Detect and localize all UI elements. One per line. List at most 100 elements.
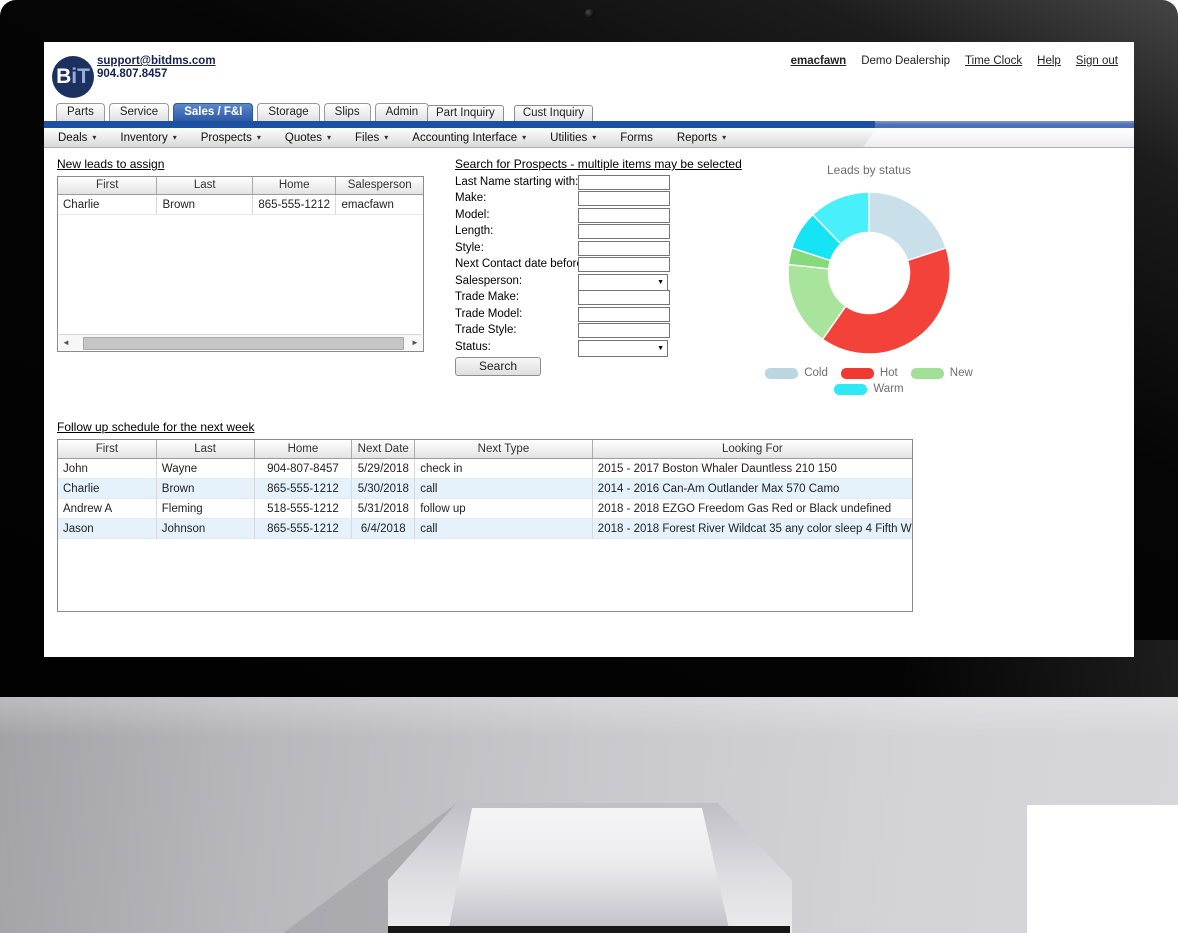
menu-item-label: Inventory: [120, 131, 168, 144]
chevron-down-icon: ▾: [384, 133, 389, 142]
table-row[interactable]: Jason Johnson 865-555-1212 6/4/2018 call 2018…: [58, 519, 913, 539]
field-label-salesperson: Salesperson:: [455, 274, 523, 287]
table-row[interactable]: John Wayne 904-807-8457 5/29/2018 check in 20…: [58, 459, 913, 479]
legend-item-warm: Warm: [834, 383, 904, 395]
form-row: Trade Model:: [455, 306, 715, 323]
trade-style-input[interactable]: [578, 323, 670, 339]
table-row[interactable]: Charlie Brown 865-555-1212 emacfawn: [58, 195, 423, 215]
legend-item-cold: Cold: [765, 367, 828, 379]
table-cell: 5/30/2018: [352, 479, 416, 499]
menu-item-files[interactable]: Files ▾: [343, 132, 400, 144]
column-header-next-type: Next Type: [415, 440, 593, 458]
table-cell: Andrew A: [58, 499, 157, 519]
cust-inquiry-button[interactable]: Cust Inquiry: [513, 105, 594, 125]
table-cell: 865-555-1212: [254, 519, 353, 539]
tab-admin[interactable]: Admin: [374, 103, 430, 122]
monitor-stand-base: [388, 926, 790, 933]
scrollbar-thumb[interactable]: [83, 337, 404, 350]
style-input[interactable]: [578, 240, 670, 256]
legend-label: Warm: [873, 383, 904, 395]
table-cell: 5/29/2018: [352, 459, 416, 479]
table-cell: emacfawn: [336, 195, 423, 215]
sign-out-link[interactable]: Sign out: [1075, 55, 1118, 67]
model-input[interactable]: [578, 207, 670, 223]
support-email-link[interactable]: support@bitdms.com: [97, 55, 216, 67]
table-cell: 5/31/2018: [352, 499, 416, 519]
table-cell: 2018 - 2018 EZGO Freedom Gas Red or Blac…: [592, 499, 913, 519]
last-name-starting-with-input[interactable]: [578, 175, 670, 190]
field-label-trade-make: Trade Make:: [455, 291, 520, 304]
table-cell: check in: [415, 459, 593, 479]
table-row[interactable]: Charlie Brown 865-555-1212 5/30/2018 call 201…: [58, 479, 913, 499]
menu-item-reports[interactable]: Reports ▾: [665, 132, 738, 144]
time-clock-link[interactable]: Time Clock: [965, 55, 1023, 67]
menu-item-quotes[interactable]: Quotes ▾: [273, 132, 343, 144]
table-cell: 904-807-8457: [254, 459, 353, 479]
search-button[interactable]: Search: [455, 357, 541, 376]
tab-parts[interactable]: Parts: [56, 103, 105, 122]
form-row: Length:: [455, 224, 715, 240]
legend-label: New: [949, 367, 973, 379]
menu-item-deals[interactable]: Deals ▾: [46, 132, 108, 144]
legend-item-new: New: [910, 367, 973, 379]
desk-surface: [0, 697, 1178, 933]
length-input[interactable]: [578, 224, 670, 240]
trade-model-input[interactable]: [578, 306, 670, 322]
menu-item-label: Quotes: [284, 131, 322, 144]
scroll-right-icon[interactable]: ►: [411, 338, 419, 347]
table-cell: John: [58, 459, 157, 479]
table-cell: follow up: [415, 499, 593, 519]
field-label-trade-style: Trade Style:: [455, 324, 517, 337]
menu-item-accounting-interface[interactable]: Accounting Interface ▾: [400, 132, 538, 144]
form-row: Salesperson: ▼: [455, 273, 715, 291]
menu-item-forms[interactable]: Forms: [608, 132, 665, 144]
status-select[interactable]: ▼: [578, 339, 668, 357]
next-contact-date-before-input[interactable]: [578, 257, 670, 273]
menu-item-utilities[interactable]: Utilities ▾: [538, 132, 608, 144]
leads-by-status-chart: Leads by status: [744, 163, 994, 358]
menu-item-inventory[interactable]: Inventory ▾: [108, 132, 188, 144]
tab-slips[interactable]: Slips: [323, 103, 371, 122]
menu-item-prospects[interactable]: Prospects ▾: [189, 132, 273, 144]
menu-bar-right-shade: [863, 128, 1134, 147]
user-link[interactable]: emacfawn: [790, 55, 847, 67]
table-header: First Last Home Salesperson: [58, 177, 423, 195]
trade-make-input[interactable]: [578, 290, 670, 306]
table-cell: Brown: [157, 195, 253, 215]
donut-slice-hot[interactable]: [821, 247, 951, 355]
donut-slice-warm[interactable]: [812, 191, 870, 245]
column-header-home: Home: [255, 440, 353, 458]
tab-service[interactable]: Service: [108, 103, 170, 122]
table-cell: Fleming: [156, 499, 255, 519]
donut-slice-cold[interactable]: [868, 191, 947, 262]
chevron-down-icon: ▾: [592, 133, 597, 142]
chevron-down-icon: ▾: [326, 133, 331, 142]
help-link[interactable]: Help: [1037, 55, 1061, 67]
table-cell: 2014 - 2016 Can-Am Outlander Max 570 Cam…: [592, 479, 913, 499]
field-label-length: Length:: [455, 225, 494, 238]
scroll-left-icon[interactable]: ◄: [62, 338, 70, 347]
tab-sales-f-i[interactable]: Sales / F&I: [173, 103, 254, 122]
form-row: Style:: [455, 240, 715, 257]
salesperson-select[interactable]: ▼: [578, 273, 668, 291]
chevron-down-icon: ▾: [256, 133, 261, 142]
column-header-last: Last: [157, 440, 255, 458]
column-header-first: First: [58, 177, 158, 194]
table-cell: Charlie: [58, 479, 157, 499]
menu-item-label: Reports: [676, 131, 718, 144]
chevron-down-icon: ▾: [722, 133, 727, 142]
field-label-last-name-starting-with: Last Name starting with:: [455, 176, 579, 188]
table-cell: 2015 - 2017 Boston Whaler Dauntless 210 …: [592, 459, 913, 479]
table-cell: call: [415, 519, 593, 539]
followup-heading: Follow up schedule for the next week: [57, 420, 255, 434]
select-arrow-icon: ▼: [657, 278, 664, 286]
legend-swatch-new: [910, 367, 944, 379]
part-inquiry-button[interactable]: Part Inquiry: [427, 105, 504, 125]
horizontal-scrollbar[interactable]: ◄ ►: [59, 334, 422, 350]
table-row[interactable]: Andrew A Fleming 518-555-1212 5/31/2018 foll…: [58, 499, 913, 519]
tab-storage[interactable]: Storage: [257, 103, 320, 122]
table-cell: 2018 - 2018 Forest River Wildcat 35 any …: [592, 519, 913, 539]
make-input[interactable]: [578, 191, 670, 207]
form-row: Next Contact date before:: [455, 257, 715, 273]
